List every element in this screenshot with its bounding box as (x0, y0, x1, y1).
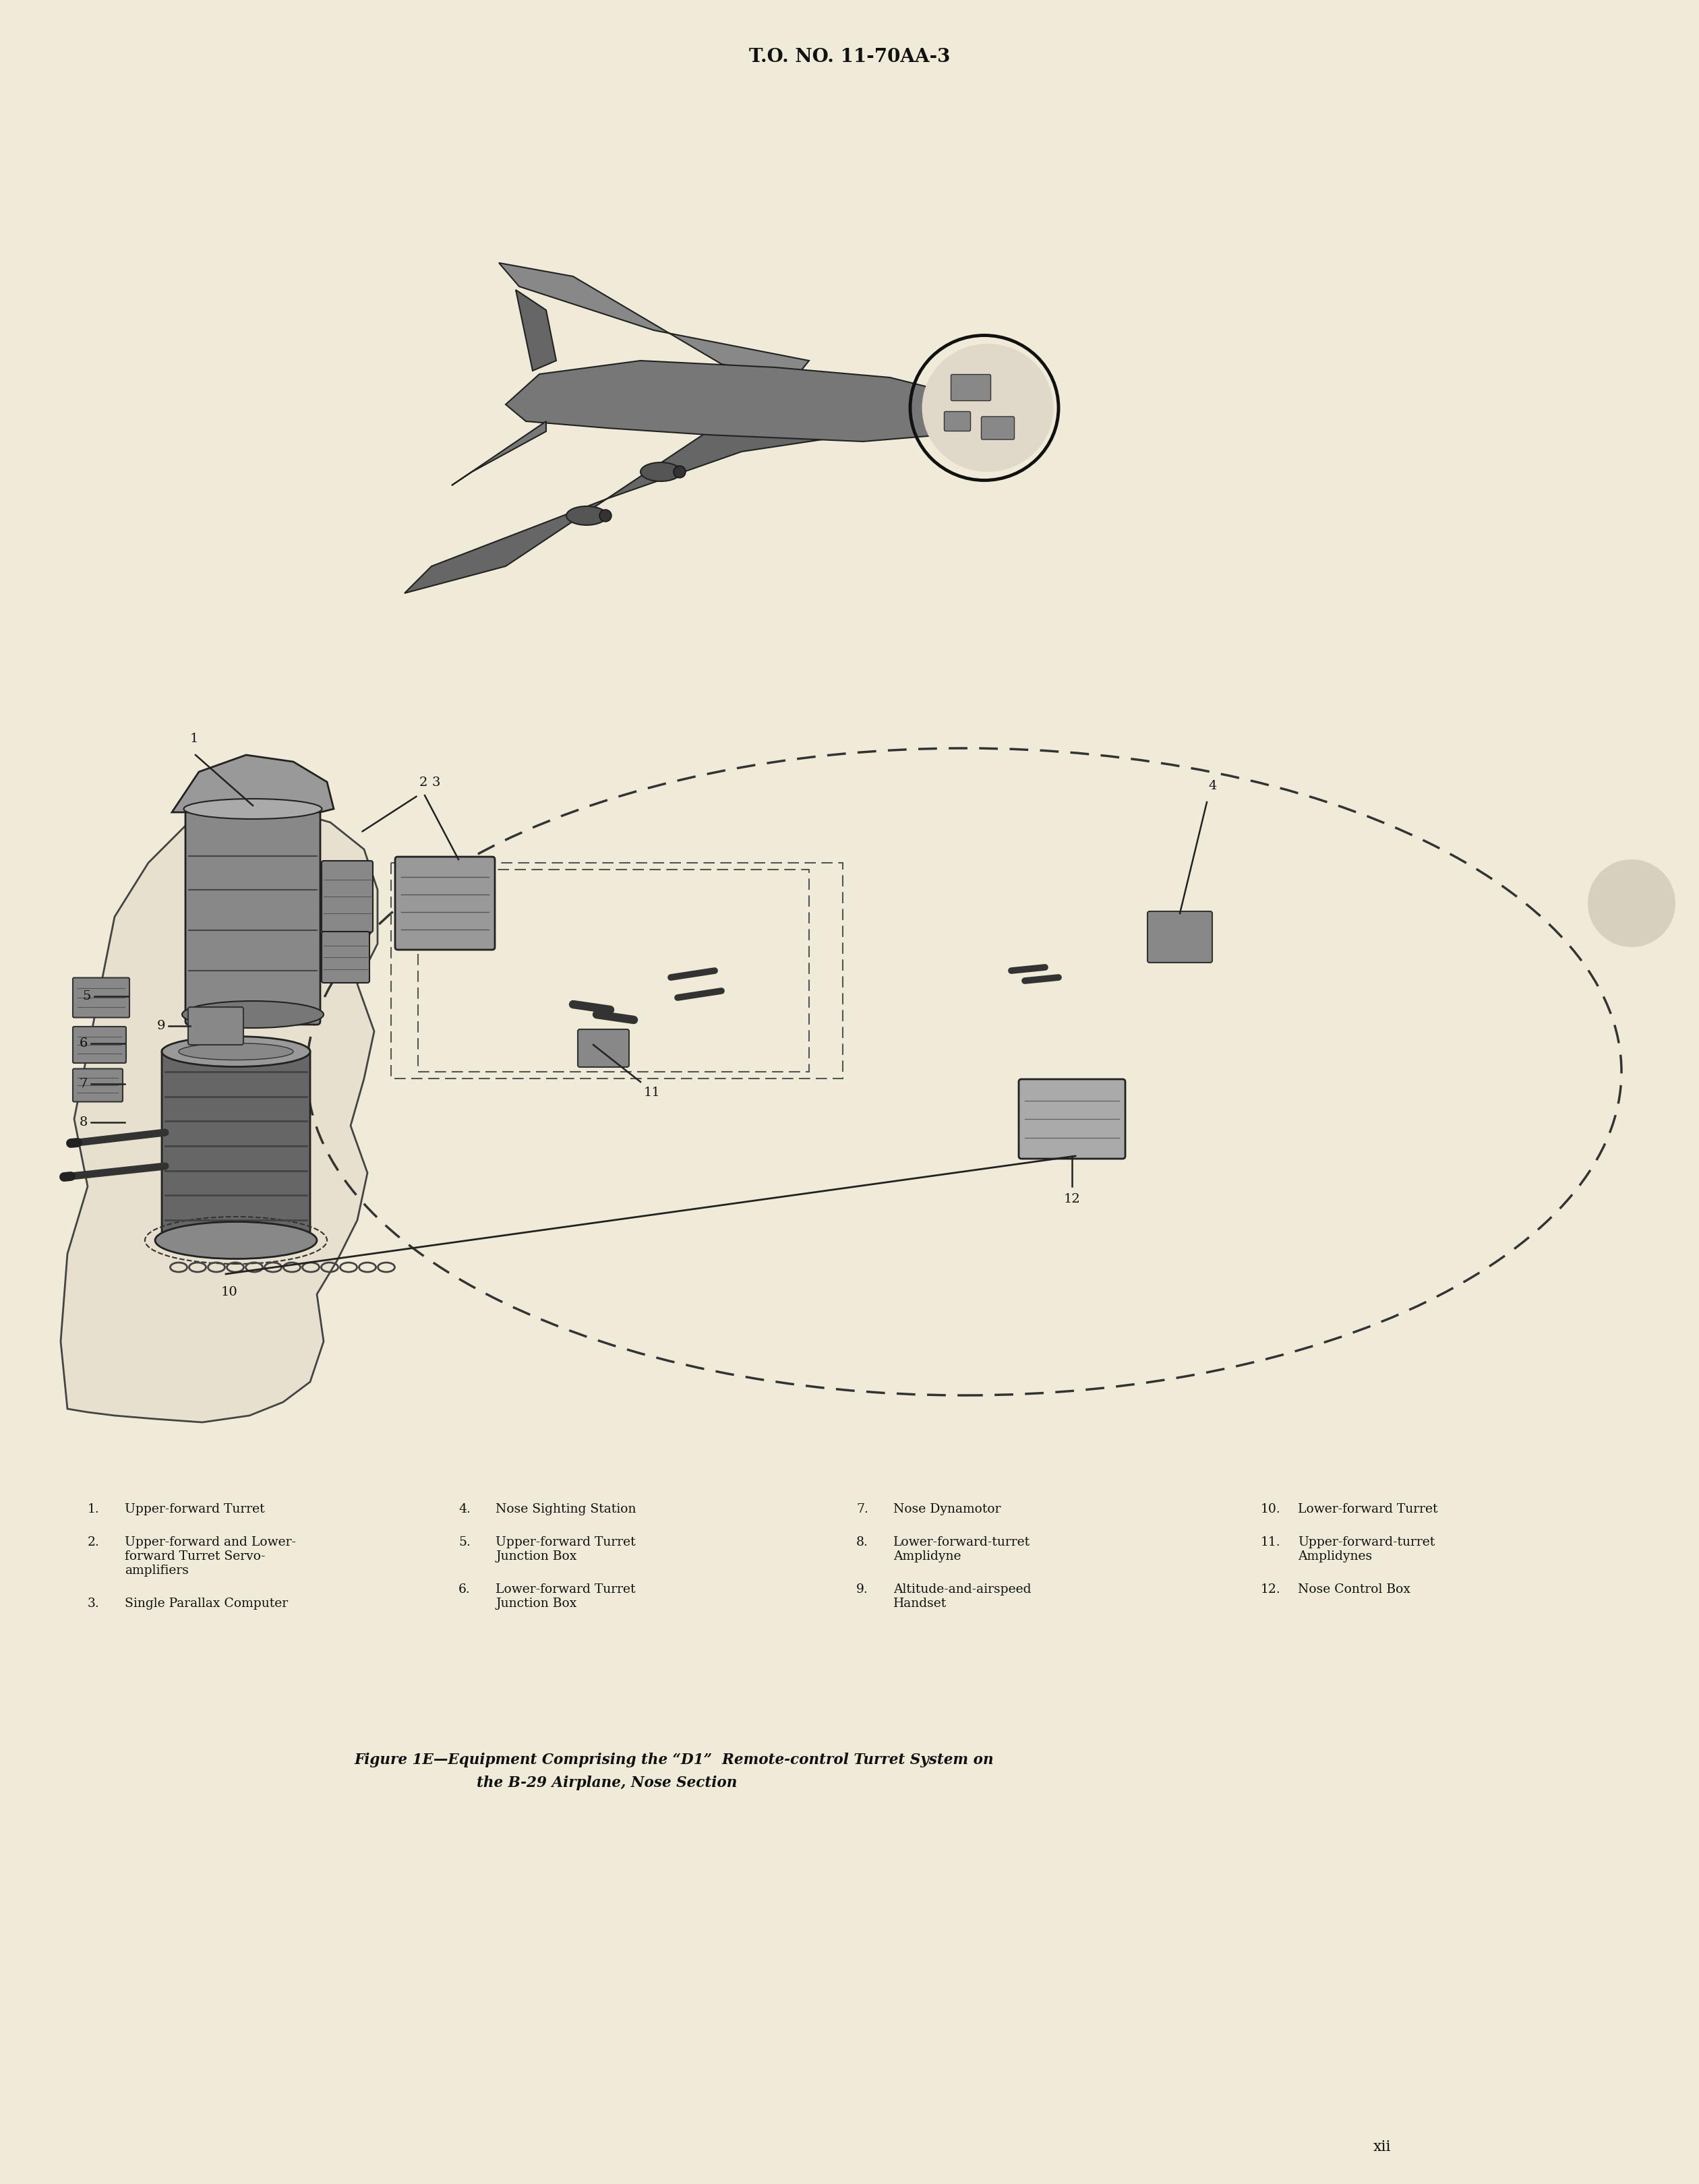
Text: 5: 5 (83, 989, 92, 1002)
Text: amplifiers: amplifiers (124, 1564, 189, 1577)
Text: Upper-forward Turret: Upper-forward Turret (496, 1535, 635, 1548)
FancyBboxPatch shape (1019, 1079, 1125, 1160)
Text: Lower-forward Turret: Lower-forward Turret (496, 1583, 635, 1594)
FancyBboxPatch shape (321, 933, 369, 983)
Polygon shape (61, 802, 377, 1422)
Text: xii: xii (1373, 2140, 1391, 2153)
Text: Amplidyne: Amplidyne (894, 1551, 962, 1562)
Polygon shape (500, 262, 809, 378)
Ellipse shape (178, 1044, 294, 1059)
Text: 11.: 11. (1261, 1535, 1281, 1548)
Text: Junction Box: Junction Box (496, 1597, 576, 1610)
Text: Figure 1E—Equipment Comprising the “D1”  Remote-control Turret System on: Figure 1E—Equipment Comprising the “D1” … (355, 1752, 994, 1767)
FancyBboxPatch shape (982, 417, 1014, 439)
Text: 1.: 1. (88, 1503, 100, 1516)
Text: 3: 3 (432, 778, 440, 788)
Ellipse shape (566, 507, 607, 524)
Text: Single Parallax Computer: Single Parallax Computer (124, 1597, 287, 1610)
Polygon shape (516, 290, 556, 371)
FancyBboxPatch shape (189, 1007, 243, 1044)
Text: 11: 11 (644, 1088, 661, 1099)
Text: Upper-forward and Lower-: Upper-forward and Lower- (124, 1535, 296, 1548)
FancyBboxPatch shape (73, 1068, 122, 1101)
Text: Upper-forward-turret: Upper-forward-turret (1298, 1535, 1436, 1548)
FancyBboxPatch shape (185, 808, 319, 1024)
FancyBboxPatch shape (945, 411, 970, 430)
FancyBboxPatch shape (951, 373, 991, 400)
Polygon shape (452, 422, 545, 485)
Text: 8.: 8. (856, 1535, 868, 1548)
Ellipse shape (600, 509, 612, 522)
Text: 4: 4 (1208, 780, 1216, 793)
Text: 3.: 3. (88, 1597, 100, 1610)
Ellipse shape (1589, 860, 1675, 948)
Text: Lower-forward-turret: Lower-forward-turret (894, 1535, 1030, 1548)
FancyBboxPatch shape (321, 860, 372, 933)
Text: Nose Dynamotor: Nose Dynamotor (894, 1503, 1001, 1516)
FancyBboxPatch shape (73, 1026, 126, 1064)
Polygon shape (506, 360, 977, 441)
Text: 9.: 9. (856, 1583, 868, 1594)
Text: 6.: 6. (459, 1583, 471, 1594)
Text: Upper-forward Turret: Upper-forward Turret (124, 1503, 265, 1516)
Polygon shape (172, 756, 333, 812)
Text: Altitude-and-airspeed: Altitude-and-airspeed (894, 1583, 1031, 1594)
FancyBboxPatch shape (578, 1029, 629, 1068)
Text: 10: 10 (221, 1286, 238, 1297)
Text: 7.: 7. (856, 1503, 868, 1516)
Text: 4.: 4. (459, 1503, 471, 1516)
Text: Amplidynes: Amplidynes (1298, 1551, 1373, 1562)
Text: Nose Sighting Station: Nose Sighting Station (496, 1503, 635, 1516)
Text: T.O. NO. 11-70AA-3: T.O. NO. 11-70AA-3 (749, 48, 950, 66)
Text: 9: 9 (156, 1020, 165, 1033)
Ellipse shape (155, 1221, 318, 1258)
FancyBboxPatch shape (73, 978, 129, 1018)
FancyBboxPatch shape (396, 856, 494, 950)
Ellipse shape (673, 465, 686, 478)
Text: 12: 12 (1064, 1192, 1081, 1206)
Text: the B-29 Airplane, Nose Section: the B-29 Airplane, Nose Section (476, 1776, 737, 1791)
Ellipse shape (182, 1000, 323, 1029)
Ellipse shape (923, 343, 1053, 472)
Text: 2: 2 (420, 778, 428, 788)
Text: 2.: 2. (88, 1535, 100, 1548)
Text: forward Turret Servo-: forward Turret Servo- (124, 1551, 265, 1562)
FancyBboxPatch shape (161, 1048, 311, 1243)
Text: 6: 6 (80, 1037, 88, 1051)
Text: 1: 1 (190, 732, 199, 745)
FancyBboxPatch shape (1147, 911, 1211, 963)
Ellipse shape (161, 1037, 311, 1066)
Text: 7: 7 (80, 1079, 88, 1090)
Text: 10.: 10. (1261, 1503, 1281, 1516)
Text: 8: 8 (80, 1116, 88, 1129)
Text: Handset: Handset (894, 1597, 946, 1610)
Polygon shape (404, 417, 877, 594)
Ellipse shape (183, 799, 321, 819)
Text: 5.: 5. (459, 1535, 471, 1548)
Text: Lower-forward Turret: Lower-forward Turret (1298, 1503, 1437, 1516)
Ellipse shape (641, 463, 681, 480)
Text: Junction Box: Junction Box (496, 1551, 576, 1562)
Text: 12.: 12. (1261, 1583, 1281, 1594)
Text: Nose Control Box: Nose Control Box (1298, 1583, 1410, 1594)
